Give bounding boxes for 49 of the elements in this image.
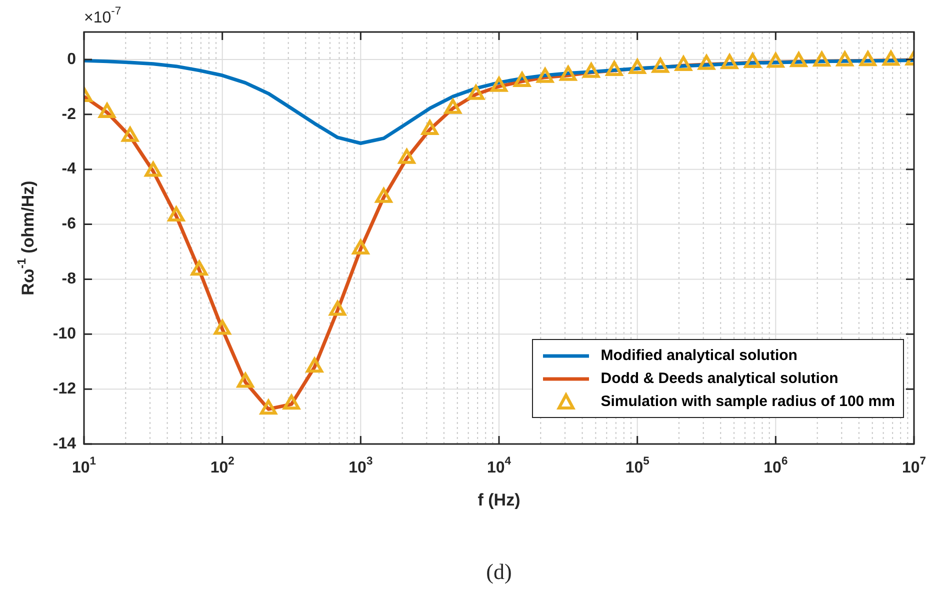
point bbox=[698, 54, 715, 70]
y-tick-label: -4 bbox=[62, 160, 76, 178]
legend-label: Simulation with sample radius of 100 mm bbox=[600, 393, 895, 410]
x-axis-title: f (Hz) bbox=[478, 490, 520, 510]
point bbox=[628, 59, 646, 74]
point bbox=[721, 54, 738, 70]
y-axis-title: Rω-1 (ohm/Hz) bbox=[14, 180, 38, 296]
point bbox=[882, 50, 900, 66]
point bbox=[536, 68, 554, 83]
point bbox=[582, 62, 600, 78]
point bbox=[329, 300, 346, 316]
point bbox=[744, 52, 762, 68]
point bbox=[306, 358, 323, 373]
y-tick-label: -6 bbox=[62, 216, 76, 233]
point bbox=[190, 260, 208, 276]
point bbox=[468, 84, 484, 100]
y-tick-label: -14 bbox=[52, 435, 76, 452]
text: (d) bbox=[486, 558, 512, 584]
point bbox=[514, 72, 530, 87]
y-tick-label: -10 bbox=[52, 326, 76, 343]
point bbox=[283, 394, 300, 410]
point bbox=[168, 206, 185, 222]
point bbox=[375, 188, 392, 203]
point bbox=[260, 400, 277, 415]
point bbox=[444, 98, 462, 114]
point bbox=[675, 56, 692, 72]
point bbox=[144, 162, 162, 177]
point bbox=[836, 51, 854, 66]
point bbox=[859, 51, 876, 66]
point bbox=[490, 76, 508, 92]
point bbox=[652, 58, 669, 73]
point bbox=[790, 52, 808, 68]
y-tick-label: -12 bbox=[52, 380, 76, 398]
point bbox=[398, 148, 416, 164]
y-tick-label: -2 bbox=[62, 106, 76, 123]
point bbox=[236, 372, 254, 388]
point bbox=[98, 102, 116, 118]
legend-label: Modified analytical solution bbox=[600, 347, 798, 364]
point bbox=[421, 120, 438, 136]
y-tick-label: -8 bbox=[62, 270, 76, 288]
point bbox=[606, 60, 623, 76]
y-tick-label: 0 bbox=[67, 50, 76, 68]
point bbox=[122, 126, 139, 142]
point bbox=[767, 52, 784, 68]
point bbox=[214, 320, 231, 335]
legend-label: Dodd & Deeds analytical solution bbox=[600, 370, 838, 387]
point bbox=[352, 239, 370, 254]
point bbox=[813, 52, 830, 67]
point bbox=[560, 66, 577, 81]
